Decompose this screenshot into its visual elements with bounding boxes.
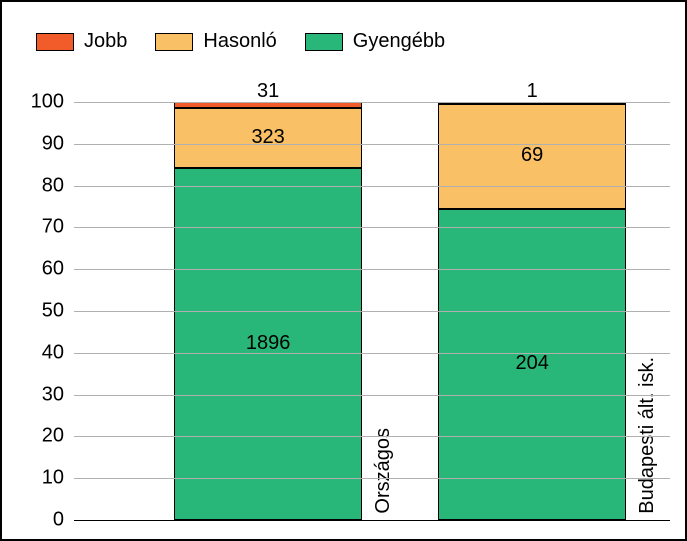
gridline xyxy=(74,102,670,103)
legend-item-jobb: Jobb xyxy=(36,30,127,53)
legend-label-gyengebb: Gyengébb xyxy=(353,30,445,53)
legend-swatch-hasonlo xyxy=(155,33,193,51)
gridline xyxy=(74,144,670,145)
legend-item-hasonlo: Hasonló xyxy=(155,30,276,53)
gridline xyxy=(74,520,670,521)
segment-orszagos-hasonlo xyxy=(174,108,362,168)
y-tick-label: 90 xyxy=(42,132,64,155)
legend-label-hasonlo: Hasonló xyxy=(203,30,276,53)
y-tick-label: 60 xyxy=(42,258,64,281)
y-tick-label: 10 xyxy=(42,467,64,490)
y-tick-label: 50 xyxy=(42,300,64,323)
value-label: 31 xyxy=(174,80,362,103)
gridline xyxy=(74,269,670,270)
chart-frame: Jobb Hasonló Gyengébb 189632331Országos2… xyxy=(0,0,687,541)
legend-label-jobb: Jobb xyxy=(84,30,127,53)
y-tick-label: 100 xyxy=(31,91,64,114)
value-label: 1 xyxy=(438,80,626,103)
segment-orszagos-gyengebb xyxy=(174,168,362,520)
gridline xyxy=(74,353,670,354)
gridline xyxy=(74,436,670,437)
legend-swatch-gyengebb xyxy=(305,33,343,51)
gridline xyxy=(74,227,670,228)
y-tick-label: 80 xyxy=(42,174,64,197)
y-tick-label: 40 xyxy=(42,341,64,364)
y-tick-label: 20 xyxy=(42,425,64,448)
gridline xyxy=(74,395,670,396)
y-tick-label: 70 xyxy=(42,216,64,239)
segment-budapesti-hasonlo xyxy=(438,104,626,209)
gridline xyxy=(74,186,670,187)
gridline xyxy=(74,311,670,312)
y-tick-label: 30 xyxy=(42,383,64,406)
legend-item-gyengebb: Gyengébb xyxy=(305,30,445,53)
legend-swatch-jobb xyxy=(36,33,74,51)
segment-budapesti-gyengebb xyxy=(438,209,626,520)
gridline xyxy=(74,478,670,479)
category-label: Országos xyxy=(372,428,395,514)
legend: Jobb Hasonló Gyengébb xyxy=(36,30,445,53)
plot-area: 189632331Országos204691Budapesti ált. is… xyxy=(74,102,670,520)
y-tick-label: 0 xyxy=(53,509,64,532)
